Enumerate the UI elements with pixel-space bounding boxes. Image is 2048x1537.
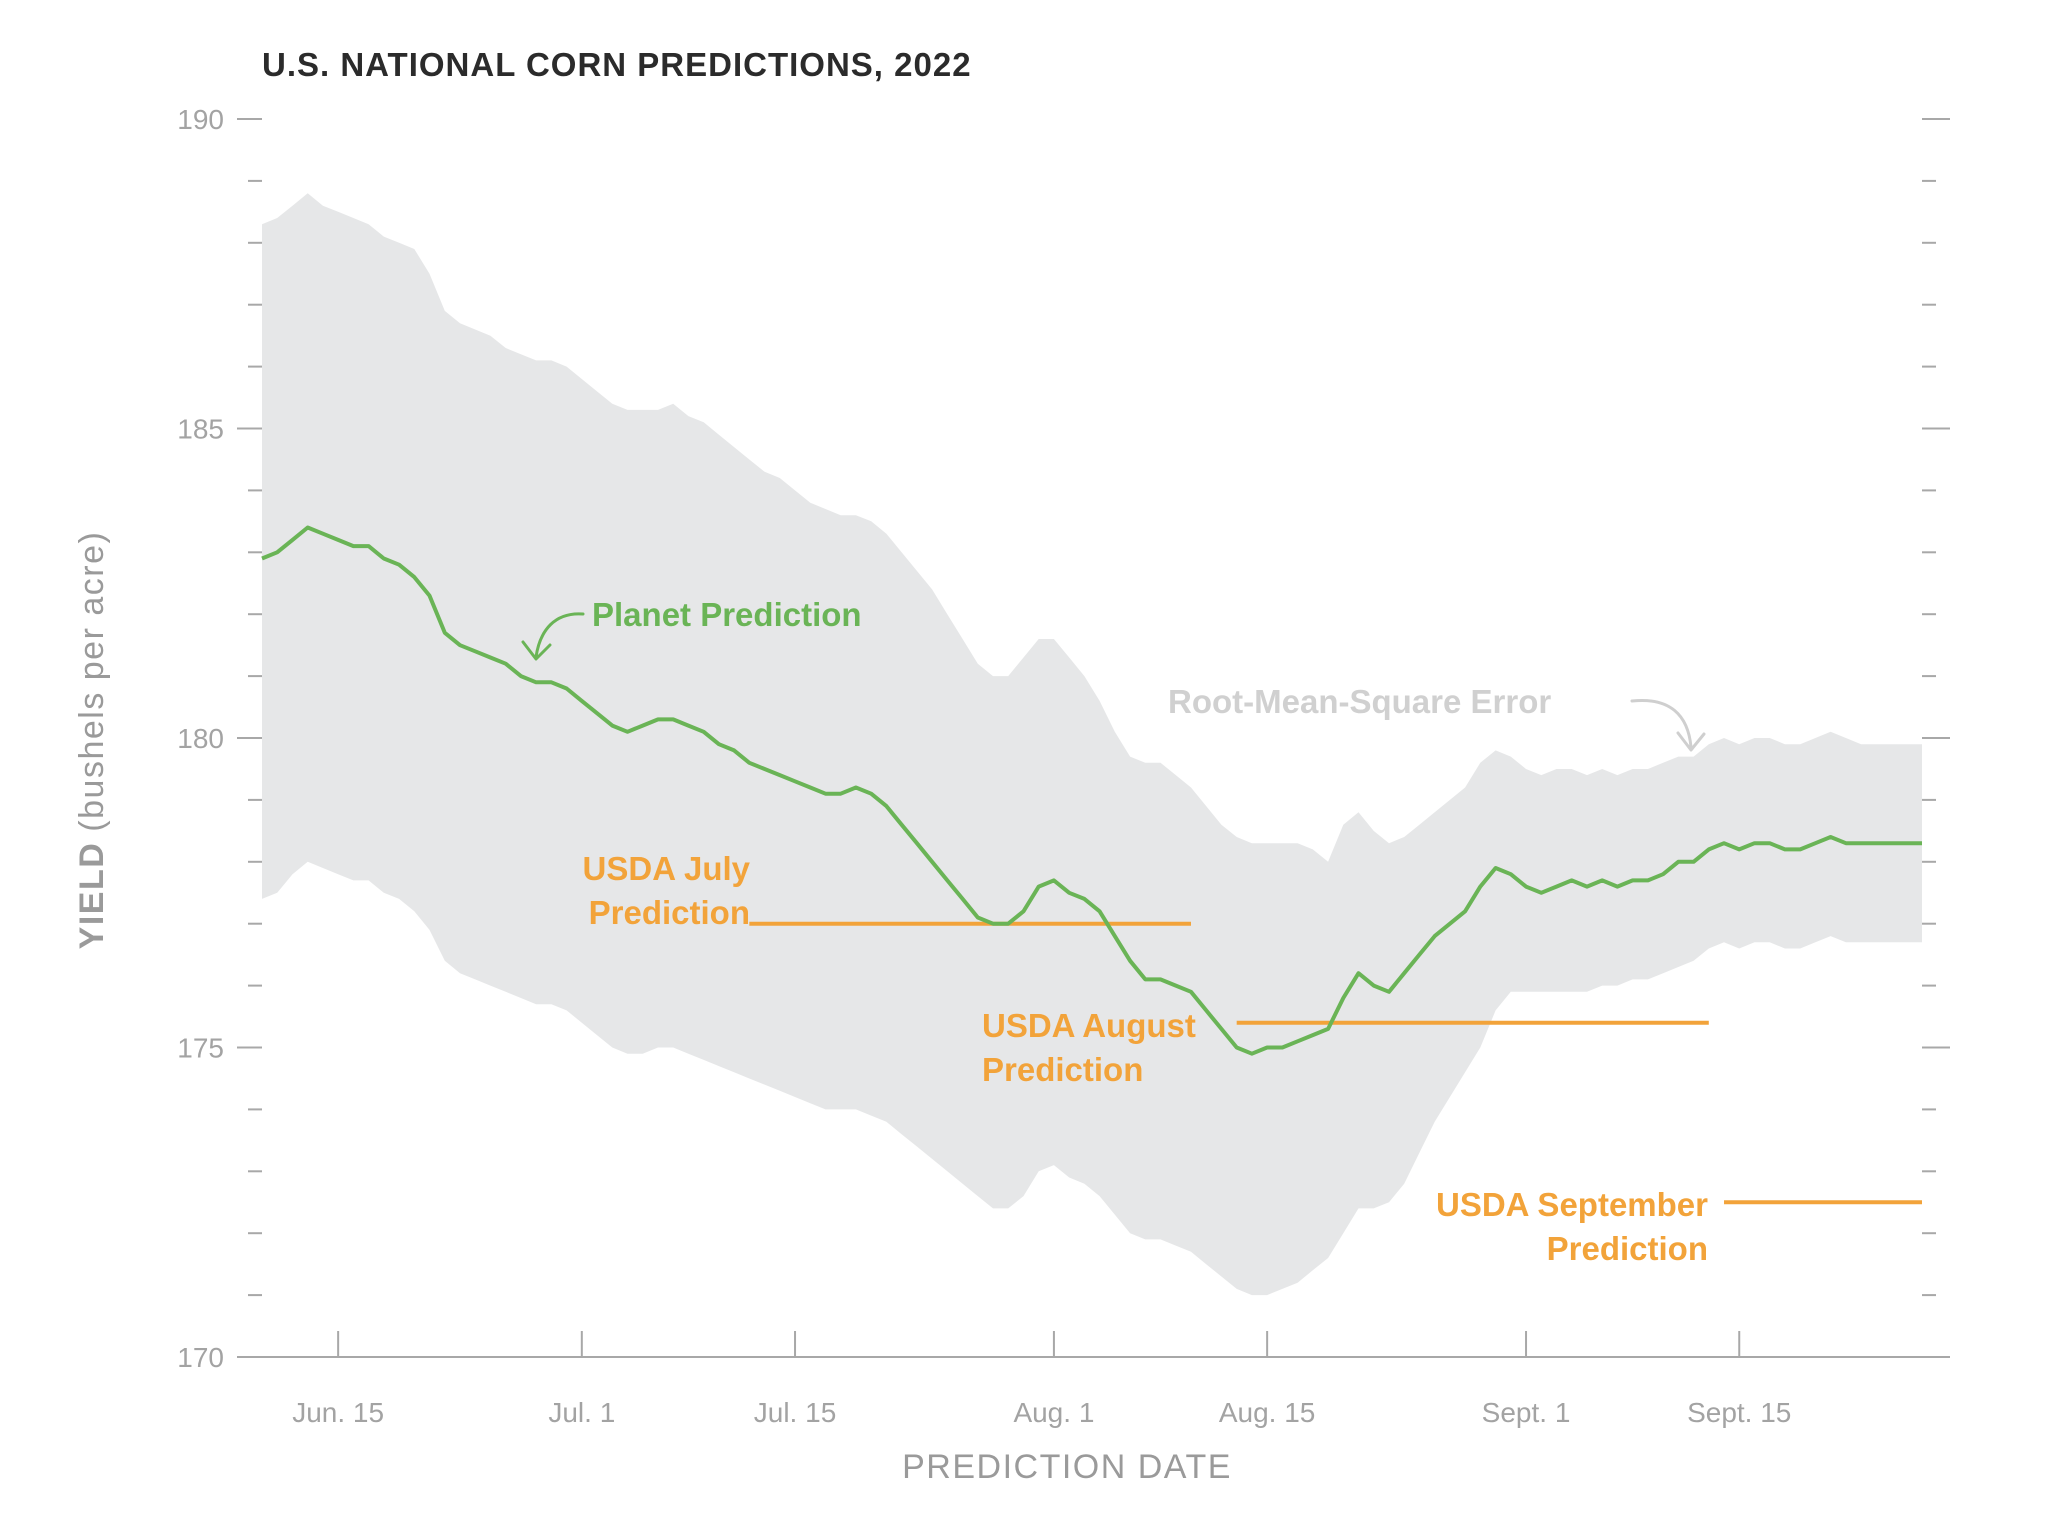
usda-september-label-line2: Prediction [1547,1230,1708,1267]
rmse-band [262,193,1922,1296]
y-axis-title-main: YIELD [73,842,111,950]
usda-reference-lines [749,921,1922,1205]
rmse-arrow-icon [1630,698,1706,752]
x-tick-label: Aug. 1 [1013,1397,1094,1428]
chart-title: U.S. NATIONAL CORN PREDICTIONS, 2022 [262,46,972,83]
y-tick-label: 185 [177,414,224,445]
planet-prediction-line [261,525,1922,1056]
usda-july-label-line1: USDA July [583,850,751,887]
x-axis-title: PREDICTION DATE [902,1448,1232,1486]
y-tick-label: 170 [177,1342,224,1373]
y-axis-title: YIELD (bushels per acre) [73,531,111,950]
rmse-label: Root-Mean-Square Error [1168,683,1551,720]
x-tick-label: Jun. 15 [292,1397,384,1428]
usda-august-label-line1: USDA August [982,1007,1196,1044]
usda-august-label-line2: Prediction [982,1051,1143,1088]
x-axis: Jun. 15 Jul. 1 Jul. 15 Aug. 1 Aug. 15 Sept. 1… [237,1331,1948,1428]
y-tick-label: 180 [177,723,224,754]
x-tick-label: Sept. 1 [1482,1397,1571,1428]
usda-september-label: USDA September Prediction [1436,1186,1708,1267]
planet-arrow-icon [521,612,585,661]
usda-july-label: USDA July Prediction [583,850,751,931]
x-tick-label: Jul. 1 [548,1397,615,1428]
planet-prediction-label: Planet Prediction [592,596,862,633]
x-tick-label: Aug. 15 [1219,1397,1316,1428]
usda-september-label-line1: USDA September [1436,1186,1708,1223]
y-axis-right [1922,118,1950,1358]
y-axis: 170 175 180 185 190 [177,104,262,1373]
usda-july-label-line2: Prediction [589,894,750,931]
x-tick-label: Jul. 15 [754,1397,837,1428]
usda-august-label: USDA August Prediction [982,1007,1196,1088]
y-tick-label: 175 [177,1033,224,1064]
x-tick-label: Sept. 15 [1687,1397,1791,1428]
y-tick-label: 190 [177,104,224,135]
y-axis-title-unit: (bushels per acre) [73,531,111,832]
